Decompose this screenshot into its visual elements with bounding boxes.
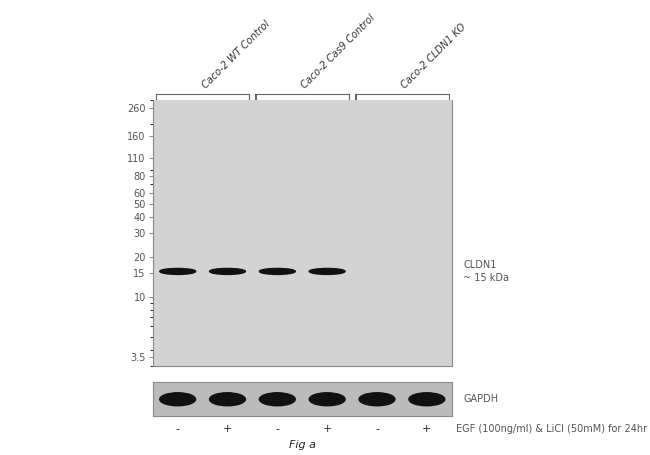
Text: +: + [422, 424, 432, 434]
Text: Caco-2 WT Control: Caco-2 WT Control [200, 19, 272, 91]
Text: -: - [176, 424, 179, 434]
Text: +: + [223, 424, 232, 434]
Ellipse shape [309, 268, 345, 274]
Text: -: - [276, 424, 279, 434]
Text: CLDN1
~ 15 kDa: CLDN1 ~ 15 kDa [463, 260, 510, 283]
Ellipse shape [209, 393, 246, 406]
Text: EGF (100ng/ml) & LiCl (50mM) for 24hr: EGF (100ng/ml) & LiCl (50mM) for 24hr [456, 424, 647, 434]
Text: GAPDH: GAPDH [463, 394, 499, 404]
Ellipse shape [259, 393, 295, 406]
Ellipse shape [359, 393, 395, 406]
Ellipse shape [309, 393, 345, 406]
Text: -: - [375, 424, 379, 434]
Text: Caco-2 Cas9 Control: Caco-2 Cas9 Control [300, 13, 378, 91]
Ellipse shape [160, 393, 196, 406]
Text: +: + [322, 424, 332, 434]
Text: Caco-2 CLDN1 KO: Caco-2 CLDN1 KO [400, 22, 468, 91]
Ellipse shape [209, 268, 246, 274]
Ellipse shape [259, 268, 295, 274]
Ellipse shape [160, 268, 196, 274]
Ellipse shape [409, 393, 445, 406]
Text: Fig a: Fig a [289, 440, 316, 450]
